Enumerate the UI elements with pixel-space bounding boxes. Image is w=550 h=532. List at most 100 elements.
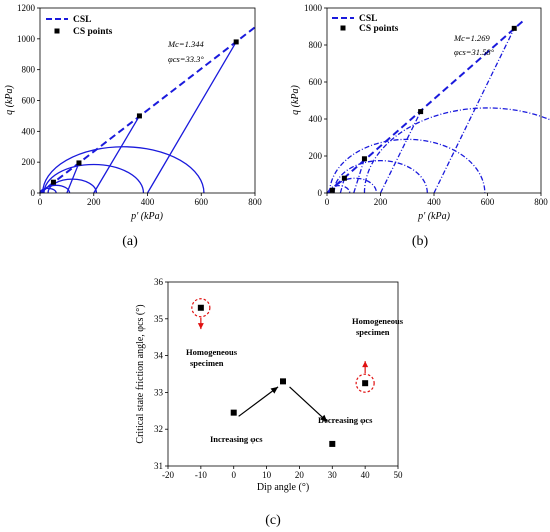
x-tick-label-b: 200 (374, 197, 388, 207)
panel-label-c: (c) (265, 513, 281, 528)
x-tick-label-c: 20 (295, 470, 305, 480)
ylabel-a: q (kPa) (4, 84, 15, 114)
x-tick-label-b: 0 (325, 197, 330, 207)
panel-b: 0 200 400 600 800 0 200 400 600 800 1000 CSL CS po… (290, 3, 550, 249)
plot-c (191, 298, 375, 447)
y-tick-label-a: 600 (22, 96, 36, 106)
y-tick-label-a: 200 (22, 157, 36, 167)
x-tick-label-c: 0 (231, 470, 236, 480)
y-tick-label-b: 200 (309, 151, 323, 161)
plot-c-frame (167, 281, 399, 467)
data-point (230, 409, 237, 416)
failure-circle-b (333, 159, 428, 194)
phi-annotation-a: φcs=33.3° (168, 54, 204, 64)
legend-cs-swatch-a (54, 28, 60, 34)
y-tick-label-a: 1000 (17, 34, 36, 44)
increasing-label: Increasing φcs (210, 434, 263, 444)
cs-point-a (136, 113, 142, 119)
xlabel-c: Dip angle (°) (257, 482, 309, 493)
cs-point-b (418, 109, 424, 115)
axes-b: 0 200 400 600 800 0 200 400 600 800 1000 (304, 3, 548, 207)
failure-circle-a (42, 146, 205, 194)
stress-path-a (93, 115, 140, 194)
x-tick-label-c: 30 (328, 470, 338, 480)
legend-csl-label-a: CSL (73, 15, 91, 25)
axes-c: -20 -10 0 10 20 30 40 50 31 32 33 34 35 36 (154, 277, 403, 480)
y-tick-label-a: 400 (22, 126, 36, 136)
stress-path-a (66, 162, 80, 194)
x-tick-label-c: -20 (162, 470, 174, 480)
y-tick-label-b: 0 (318, 188, 323, 198)
cs-point-b (361, 156, 367, 162)
stress-path-a (146, 41, 237, 194)
cs-point-a (50, 179, 56, 185)
legend-csl-label-b: CSL (359, 14, 377, 24)
phi-annotation-b: φcs=31.58° (454, 47, 495, 57)
x-tick-label-a: 0 (38, 197, 43, 207)
cs-point-a (76, 160, 82, 166)
x-tick-label-c: 10 (262, 470, 272, 480)
y-tick-label-b: 600 (309, 77, 323, 87)
arrow-up-homogeneous-head (362, 361, 369, 368)
legend-cs-swatch-b (340, 25, 346, 31)
data-point (329, 440, 336, 447)
y-tick-label-a: 1200 (17, 3, 36, 13)
xlabel-b: p' (kPa) (417, 211, 451, 222)
stress-path-b (379, 111, 422, 194)
mc-annotation-a: Mc=1.344 (167, 39, 204, 49)
decreasing-label: Decreasing φcs (318, 415, 373, 425)
homogeneous-left-line2: specimen (190, 358, 224, 368)
cs-point-b (511, 25, 517, 31)
x-tick-label-b: 800 (534, 197, 548, 207)
arrow-decreasing-head (320, 414, 328, 422)
xlabel-a: p' (kPa) (130, 211, 164, 222)
panel-label-a: (a) (122, 234, 138, 249)
failure-circle-a (43, 163, 145, 194)
homogeneous-right-line1: Homogeneous (352, 316, 404, 326)
arrow-increasing-head (270, 386, 279, 394)
y-tick-label-b: 400 (309, 114, 323, 124)
panel-a: 0 200 400 600 800 0 200 400 600 800 1000 1200 CSL C… (4, 3, 262, 249)
x-tick-label-b: 400 (427, 197, 441, 207)
ylabel-b: q (kPa) (290, 84, 301, 114)
stress-path-b (433, 28, 515, 194)
stress-path-b (353, 158, 366, 194)
homogeneous-left-line1: Homogeneous (186, 347, 238, 357)
y-tick-label-c: 35 (154, 314, 164, 324)
y-tick-label-b: 800 (309, 40, 323, 50)
x-tick-label-c: 40 (361, 470, 371, 480)
plot-a (39, 26, 256, 194)
data-point (197, 304, 204, 311)
x-tick-label-c: 50 (394, 470, 404, 480)
cs-point-b (341, 175, 347, 181)
highlight-circle (355, 373, 375, 393)
data-point (362, 380, 369, 387)
x-tick-label-b: 600 (481, 197, 495, 207)
failure-circle-b (363, 107, 550, 194)
x-tick-label-a: 600 (195, 197, 209, 207)
failure-circle-b (329, 138, 486, 194)
arrow-increasing-shaft (238, 386, 279, 417)
csl-line-b (326, 19, 525, 194)
x-tick-label-c: -10 (195, 470, 207, 480)
y-tick-label-c: 33 (154, 387, 164, 397)
failure-circle-b (333, 177, 378, 194)
y-tick-label-c: 34 (154, 351, 164, 361)
panel-c: -20 -10 0 10 20 30 40 50 31 32 33 34 35 36 Dip angle … (135, 277, 404, 528)
y-tick-label-c: 31 (154, 461, 163, 471)
plot-b (326, 19, 550, 194)
y-tick-label-b: 1000 (304, 3, 323, 13)
plot-b-frame (326, 7, 542, 194)
x-tick-label-a: 200 (87, 197, 101, 207)
arrow-decreasing-shaft (289, 386, 328, 423)
x-tick-label-a: 800 (248, 197, 262, 207)
y-tick-label-c: 32 (154, 424, 163, 434)
arrow-down-homogeneous-head (197, 323, 204, 330)
panel-label-b: (b) (412, 234, 429, 249)
cs-point-a (233, 39, 239, 45)
highlight-circle (191, 298, 211, 318)
y-tick-label-c: 36 (154, 277, 164, 287)
y-tick-label-a: 800 (22, 65, 36, 75)
legend-cs-label-a: CS points (73, 27, 113, 37)
ylabel-c: Critical state friction angle, φcs (°) (135, 304, 146, 443)
